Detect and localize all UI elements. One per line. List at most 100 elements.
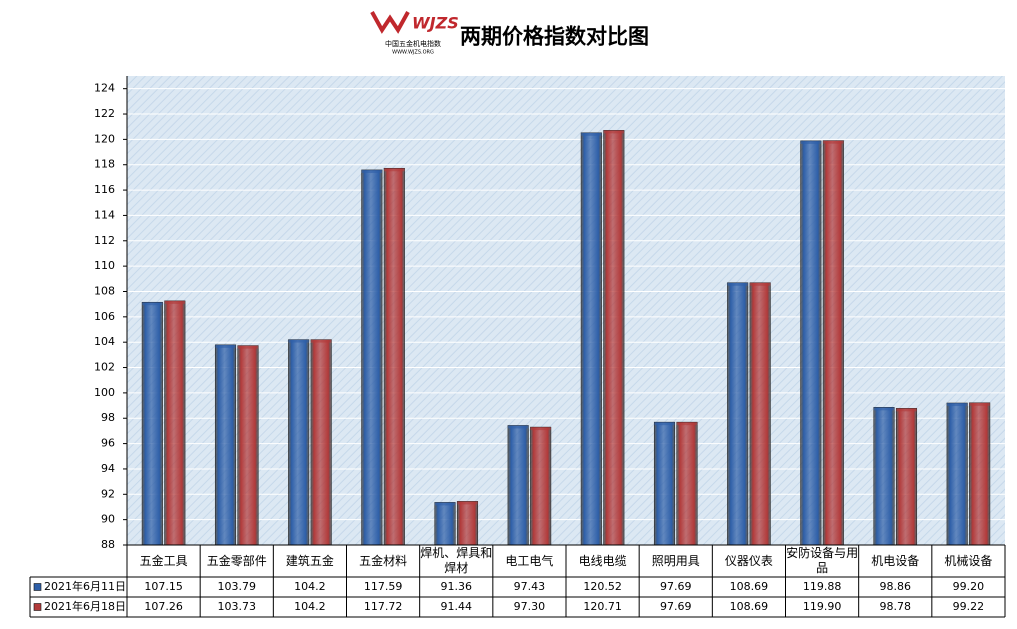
bar-top (507, 425, 529, 429)
bar (822, 140, 844, 546)
bar-top (237, 345, 259, 349)
x-tick-label: 照明用具 (651, 553, 700, 568)
y-tick-label: 112 (94, 234, 115, 247)
legend-label: 2021年6月18日 (44, 599, 126, 613)
bar (749, 282, 771, 546)
chart-title: 两期价格指数对比图 (460, 24, 649, 49)
bar (530, 426, 552, 546)
x-tick-label: 五金材料 (359, 553, 408, 568)
bar-top (896, 408, 917, 412)
logo: WJZS 中国五金机电指数 WWW.WJZS.ORG (370, 11, 459, 56)
bar-top (142, 302, 163, 306)
x-category: 焊机、焊具和焊材 (420, 546, 493, 575)
bar (969, 402, 991, 546)
bar-top (361, 169, 383, 173)
legend-swatch (33, 603, 42, 611)
table-value: 120.52 (583, 580, 622, 593)
table-value: 119.90 (803, 600, 842, 613)
table-value: 91.36 (441, 580, 473, 593)
x-category: 照明用具 (651, 553, 700, 568)
bar (456, 501, 479, 546)
x-category: 机械设备 (944, 553, 993, 568)
x-tick-label: 仪器仪表 (724, 553, 773, 568)
y-tick-label: 114 (94, 208, 115, 221)
bar-top (530, 427, 551, 431)
bar (288, 339, 310, 546)
table-value: 97.69 (660, 580, 692, 593)
bar (727, 282, 749, 546)
bar-top (581, 132, 602, 136)
y-tick-label: 100 (94, 386, 115, 399)
bar (800, 140, 822, 546)
logo-icon (370, 11, 410, 34)
bar (676, 421, 698, 546)
x-tick-label: 机电设备 (871, 553, 920, 568)
bar-top (384, 168, 405, 172)
bar (310, 339, 332, 546)
x-category: 安防设备与用品 (786, 546, 859, 575)
x-category: 仪器仪表 (724, 553, 773, 568)
legend-label: 2021年6月11日 (44, 579, 126, 593)
bar (361, 169, 383, 546)
bar-top (676, 422, 698, 426)
logo-name: 中国五金机电指数 (385, 39, 441, 48)
bar-top (215, 344, 236, 348)
bar-top (434, 502, 456, 506)
table-value: 104.2 (294, 580, 326, 593)
table-value: 108.69 (730, 600, 769, 613)
y-tick-label: 90 (101, 513, 115, 526)
table-value: 97.30 (514, 600, 546, 613)
table-value: 99.20 (953, 580, 985, 593)
logo-mark: WJZS (412, 14, 459, 33)
bar-top (310, 339, 332, 343)
x-category: 建筑五金 (285, 553, 334, 568)
legend-swatch (33, 583, 42, 591)
y-tick-label: 116 (94, 183, 115, 196)
x-category: 五金材料 (359, 553, 408, 568)
table-value: 107.15 (144, 580, 183, 593)
y-tick-label: 120 (94, 132, 115, 145)
bar (946, 402, 968, 546)
bar-top (288, 339, 309, 343)
table-value: 104.2 (294, 600, 326, 613)
bar (895, 408, 918, 546)
bar-top (969, 402, 990, 406)
bar (164, 300, 186, 546)
table-value: 120.71 (583, 600, 622, 613)
x-tick-label: 建筑五金 (285, 553, 334, 568)
x-tick-label: 电工电气 (505, 553, 554, 568)
x-category: 电工电气 (505, 553, 554, 568)
bar-top (946, 403, 968, 407)
bar (507, 425, 529, 546)
y-tick-label: 88 (101, 538, 115, 551)
bar-top (823, 140, 844, 144)
x-tick-label: 五金零部件 (206, 553, 267, 568)
x-category: 电线电缆 (579, 554, 627, 568)
table-value: 117.72 (364, 600, 403, 613)
bar (383, 167, 405, 546)
x-category: 机电设备 (871, 553, 920, 568)
table-value: 99.22 (953, 600, 985, 613)
bar (873, 407, 895, 546)
y-tick-label: 108 (94, 284, 115, 297)
y-tick-label: 106 (94, 310, 115, 323)
bar (434, 502, 456, 546)
y-tick-label: 110 (94, 259, 115, 272)
x-tick-label: 焊机、焊具和焊材 (420, 546, 493, 575)
bar (653, 421, 676, 546)
y-tick-label: 92 (101, 487, 115, 500)
y-tick-label: 122 (94, 107, 115, 120)
logo-url: WWW.WJZS.ORG (392, 50, 434, 56)
bar (580, 132, 602, 546)
x-tick-label: 安防设备与用品 (786, 546, 859, 575)
y-tick-label: 104 (94, 335, 115, 348)
x-tick-label: 机械设备 (944, 553, 993, 568)
bar-top (164, 300, 186, 304)
bar (214, 344, 237, 546)
table-value: 91.44 (441, 600, 473, 613)
bar (603, 130, 625, 546)
bar (237, 345, 259, 546)
bar-top (727, 282, 748, 286)
